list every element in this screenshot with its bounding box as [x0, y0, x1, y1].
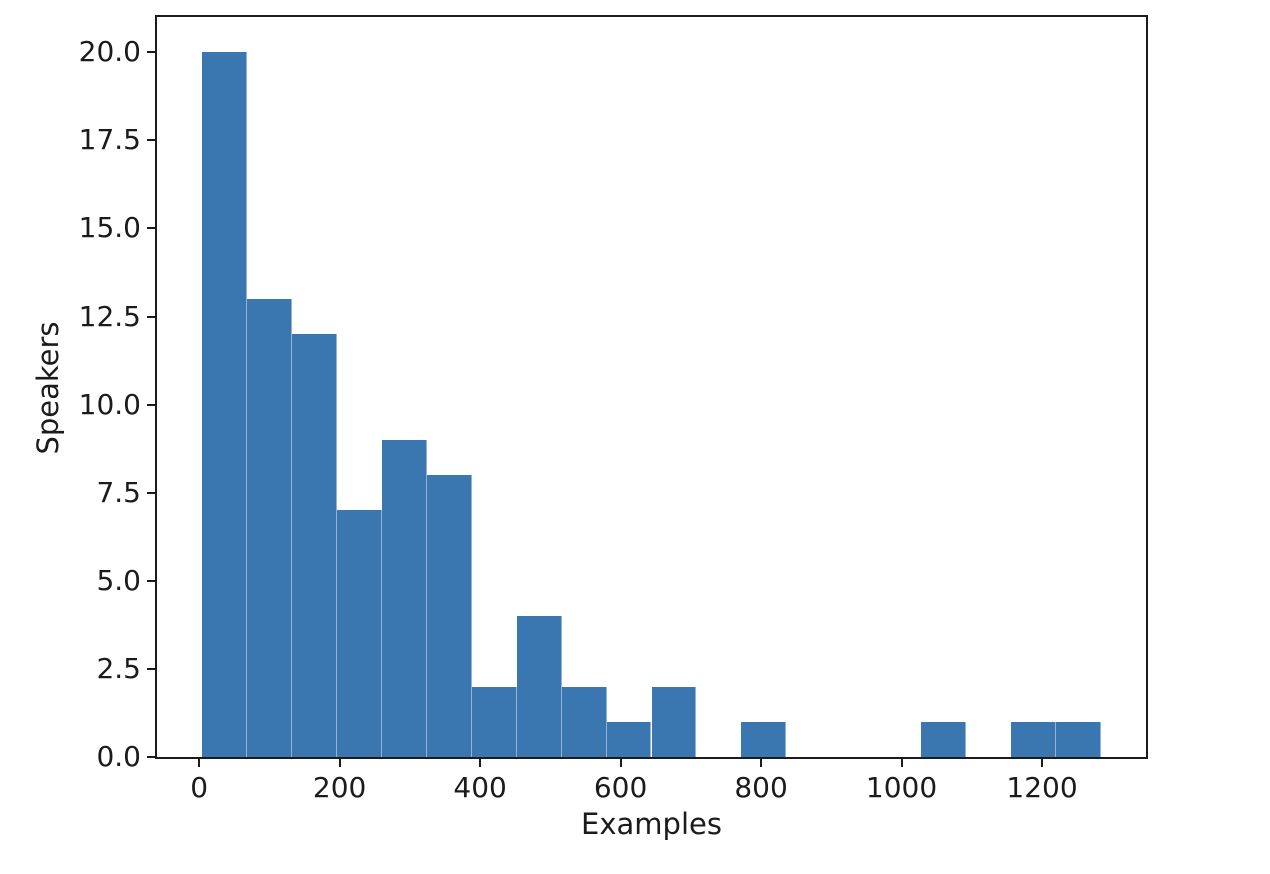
plot-inner: 0 200 400 600 800 1000 1200 0.0 2.5 5.0 7.5 10.0 12… — [79, 17, 1146, 803]
histogram-bar — [246, 298, 292, 757]
y-axis-label: Speakers — [31, 321, 65, 455]
x-tick-label: 200 — [312, 771, 367, 804]
y-tick-label: 17.5 — [78, 123, 141, 157]
y-tick-label: 20.0 — [78, 35, 141, 69]
x-tick-label: 800 — [734, 771, 788, 804]
x-tick-mark — [338, 759, 341, 767]
y-tick-mark — [147, 315, 155, 318]
plot-area: 0 200 400 600 800 1000 1200 0.0 2.5 5.0 7.5 10.0 12… — [31, 15, 1148, 841]
y-tick-label: 2.5 — [96, 651, 141, 685]
histogram-bar — [1056, 721, 1102, 757]
y-tick-mark — [147, 51, 155, 54]
x-tick-label: 400 — [453, 771, 507, 804]
x-tick-mark — [1041, 759, 1044, 767]
histogram-bar — [921, 721, 967, 757]
histogram-bar — [741, 721, 787, 757]
x-axis-label: Examples — [581, 807, 722, 841]
x-tick-label: 600 — [593, 771, 648, 804]
x-tick-mark — [900, 759, 903, 767]
y-tick-label: 0.0 — [96, 740, 141, 773]
y-tick-label: 5.0 — [96, 563, 141, 597]
histogram-bar — [1011, 721, 1057, 757]
x-tick-label: 0 — [190, 771, 209, 804]
histogram-bar — [651, 686, 697, 757]
histogram-bar — [516, 616, 562, 757]
bars-layer — [157, 17, 1146, 757]
y-tick-label: 10.0 — [78, 387, 141, 421]
histogram-bar — [336, 510, 382, 757]
y-tick-mark — [147, 227, 155, 230]
y-tick-mark — [147, 491, 155, 494]
histogram-bar — [381, 439, 427, 757]
y-tick-mark — [147, 756, 155, 758]
y-tick-label: 7.5 — [96, 475, 141, 509]
histogram-bar — [471, 686, 517, 757]
y-tick-label: 12.5 — [78, 299, 141, 333]
histogram-bar — [291, 334, 337, 757]
histogram-bar — [606, 721, 652, 757]
histogram-bar — [201, 52, 247, 757]
y-tick-label: 15.0 — [78, 211, 141, 245]
x-tick-mark — [479, 759, 482, 767]
histogram-bar — [426, 475, 472, 757]
x-tick-label: 1200 — [1006, 771, 1078, 804]
x-tick-mark — [760, 759, 763, 767]
y-tick-mark — [147, 403, 155, 406]
histogram-bar — [561, 686, 607, 757]
x-tick-mark — [619, 759, 622, 767]
x-tick-label: 1000 — [865, 771, 938, 804]
y-tick-mark — [147, 139, 155, 142]
y-tick-mark — [147, 579, 155, 582]
y-tick-mark — [147, 667, 155, 670]
x-tick-mark — [198, 759, 201, 767]
